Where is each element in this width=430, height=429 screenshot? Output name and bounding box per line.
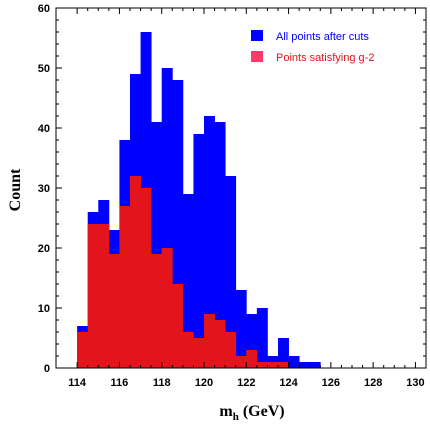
histogram-bar bbox=[193, 338, 205, 368]
x-tick-label: 124 bbox=[279, 377, 298, 389]
x-axis-subscript: h bbox=[233, 411, 239, 423]
histogram-bar bbox=[278, 362, 289, 368]
y-tick-label: 20 bbox=[38, 243, 50, 255]
histogram-bar bbox=[214, 122, 226, 368]
histogram-bar bbox=[225, 332, 237, 368]
x-tick-label: 120 bbox=[195, 377, 213, 389]
legend-label-g2: Points satisfying g-2 bbox=[276, 52, 374, 64]
x-tick-label: 114 bbox=[68, 377, 87, 389]
histogram-bar bbox=[151, 122, 163, 368]
legend-swatch-all bbox=[251, 30, 263, 41]
histogram-bar bbox=[172, 284, 184, 368]
histogram-bar bbox=[87, 224, 99, 368]
x-tick-label: 116 bbox=[111, 377, 129, 389]
histogram-bar bbox=[98, 224, 110, 368]
histogram-bar bbox=[161, 68, 173, 368]
histogram-bar bbox=[204, 116, 215, 368]
histogram-bar bbox=[246, 350, 258, 368]
histogram-bar bbox=[182, 332, 194, 368]
series-g2-bars bbox=[77, 176, 289, 368]
histogram-bar bbox=[235, 356, 247, 368]
histogram-bar bbox=[278, 338, 289, 368]
x-axis-title: mh (GeV) bbox=[219, 403, 284, 423]
histogram-bar bbox=[119, 206, 131, 368]
legend-swatch-g2 bbox=[251, 51, 263, 62]
y-tick-label: 30 bbox=[38, 183, 50, 195]
y-tick-label: 0 bbox=[44, 363, 50, 375]
x-axis-symbol: m bbox=[219, 403, 233, 420]
axis-ticks bbox=[56, 7, 426, 369]
histogram-bar bbox=[182, 194, 194, 368]
x-tick-label: 130 bbox=[406, 377, 424, 389]
histogram-bar bbox=[309, 362, 321, 368]
histogram-bar bbox=[225, 176, 237, 368]
legend: All points after cuts Points satisfying … bbox=[251, 30, 374, 64]
histogram-bar bbox=[256, 362, 268, 368]
histogram-bar bbox=[140, 188, 152, 368]
histogram-bar bbox=[267, 362, 279, 368]
histogram-bar bbox=[256, 308, 268, 368]
histogram-bar bbox=[151, 254, 163, 368]
y-tick-label: 60 bbox=[38, 3, 50, 15]
histogram-bar bbox=[77, 332, 89, 368]
legend-label-all: All points after cuts bbox=[276, 31, 369, 43]
y-axis-title: Count bbox=[7, 168, 24, 211]
y-tick-label: 10 bbox=[38, 303, 50, 315]
histogram-bar bbox=[193, 134, 205, 368]
histogram-bar bbox=[204, 314, 215, 368]
histogram-bar bbox=[161, 248, 173, 368]
axis-tick-labels: 114 116 118 120 122 124 126 128 130 0 10 20 30 40 50 60 bbox=[38, 3, 425, 389]
histogram-bar bbox=[246, 314, 258, 368]
x-tick-label: 118 bbox=[153, 377, 171, 389]
y-tick-label: 40 bbox=[38, 123, 50, 135]
histogram-bar bbox=[299, 362, 311, 368]
histogram-bar bbox=[214, 320, 226, 368]
histogram-bar bbox=[108, 254, 120, 368]
x-axis-unit: (GeV) bbox=[239, 403, 285, 420]
x-tick-label: 122 bbox=[237, 377, 255, 389]
histogram-bar bbox=[172, 80, 184, 368]
y-tick-label: 50 bbox=[38, 63, 50, 75]
histogram-bar bbox=[288, 356, 300, 368]
histogram-bar bbox=[130, 176, 141, 368]
x-tick-label: 128 bbox=[364, 377, 382, 389]
histogram-bar bbox=[235, 290, 247, 368]
x-tick-label: 126 bbox=[322, 377, 340, 389]
